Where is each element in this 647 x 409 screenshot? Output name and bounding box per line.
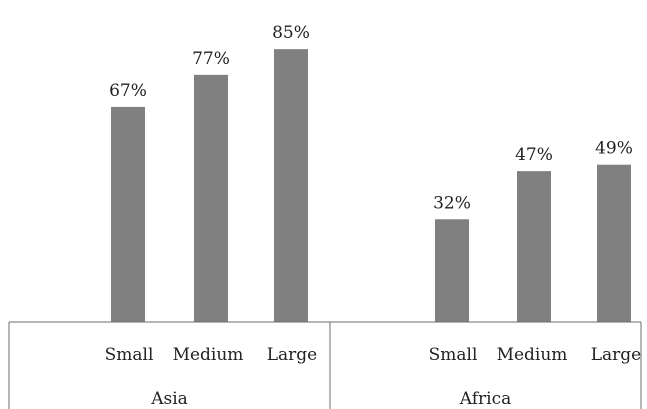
- bar: [194, 74, 228, 322]
- bar: [435, 219, 469, 322]
- value-label: 85%: [272, 23, 310, 43]
- group-labels-layer: Asia Africa: [150, 389, 511, 409]
- category-axis: [8, 321, 642, 409]
- category-tick-label: Medium: [497, 345, 568, 365]
- category-tick-label: Large: [267, 345, 318, 365]
- bars-layer: [111, 49, 631, 323]
- bar: [517, 171, 551, 322]
- category-labels-layer: Small Medium Large Small Medium Large: [105, 345, 642, 365]
- group-label: Africa: [459, 389, 512, 409]
- category-tick-label: Medium: [173, 345, 244, 365]
- value-label: 47%: [515, 145, 553, 165]
- value-labels-layer: 67% 77% 85% 32% 47% 49%: [109, 23, 633, 213]
- category-tick-label: Small: [429, 345, 478, 365]
- bar: [274, 49, 308, 323]
- group-label: Asia: [150, 389, 188, 409]
- value-label: 32%: [433, 193, 471, 213]
- category-tick-label: Small: [105, 345, 154, 365]
- value-label: 67%: [109, 81, 147, 101]
- value-label: 49%: [595, 139, 633, 159]
- bar: [597, 164, 631, 322]
- bar: [111, 106, 145, 323]
- value-label: 77%: [192, 49, 230, 69]
- category-tick-label: Large: [591, 345, 642, 365]
